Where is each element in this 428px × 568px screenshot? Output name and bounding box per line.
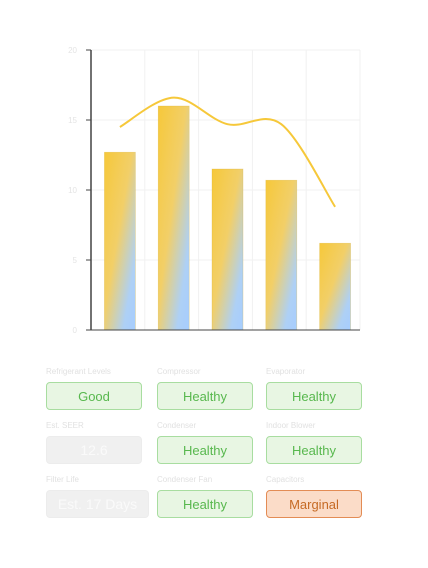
refrigerant-field: Refrigerant Levels Good	[46, 366, 142, 410]
compressor-label: Compressor	[157, 367, 201, 376]
refrigerant-label: Refrigerant Levels	[46, 367, 111, 376]
condenser-fan-label: Condenser Fan	[157, 475, 213, 484]
bar	[265, 179, 298, 331]
evaporator-status-badge: Healthy	[266, 382, 362, 410]
evaporator-field: Evaporator Healthy	[266, 366, 362, 410]
compressor-status-badge: Healthy	[157, 382, 253, 410]
filter-field: Filter Life Est. 17 Days	[46, 474, 149, 518]
blower-status-badge: Healthy	[266, 436, 362, 464]
bar	[319, 242, 351, 331]
y-tick-label: 15	[68, 116, 77, 125]
bar	[104, 151, 136, 331]
condenser-fan-field: Condenser Fan Healthy	[157, 474, 253, 518]
bar-line-chart: 0 5 10 15 20	[68, 46, 361, 335]
condenser-field: Condenser Healthy	[157, 420, 253, 464]
status-panel: Refrigerant Levels Good Compressor Healt…	[0, 360, 428, 540]
condenser-status-badge: Healthy	[157, 436, 253, 464]
trend-line	[119, 96, 336, 208]
bar	[157, 105, 190, 331]
blower-field: Indoor Blower Healthy	[266, 420, 362, 464]
filter-label: Filter Life	[46, 475, 79, 484]
capacitors-label: Capacitors	[266, 475, 305, 484]
compressor-field: Compressor Healthy	[157, 366, 253, 410]
evaporator-label: Evaporator	[266, 367, 306, 376]
y-tick-label: 10	[68, 186, 77, 195]
blower-label: Indoor Blower	[266, 421, 316, 430]
capacitors-field: Capacitors Marginal	[266, 474, 362, 518]
seer-field: Est. SEER 12.6	[46, 420, 142, 464]
seer-value-badge: 12.6	[46, 436, 142, 464]
bar	[211, 168, 244, 331]
refrigerant-status-badge: Good	[46, 382, 142, 410]
y-tick-label: 20	[68, 46, 77, 55]
seer-label: Est. SEER	[46, 421, 84, 430]
condenser-fan-status-badge: Healthy	[157, 490, 253, 518]
filter-value-badge: Est. 17 Days	[46, 490, 149, 518]
y-tick-label: 5	[73, 256, 78, 265]
capacitors-status-badge: Marginal	[266, 490, 362, 518]
y-tick-label: 0	[73, 326, 78, 335]
condenser-label: Condenser	[157, 421, 197, 430]
